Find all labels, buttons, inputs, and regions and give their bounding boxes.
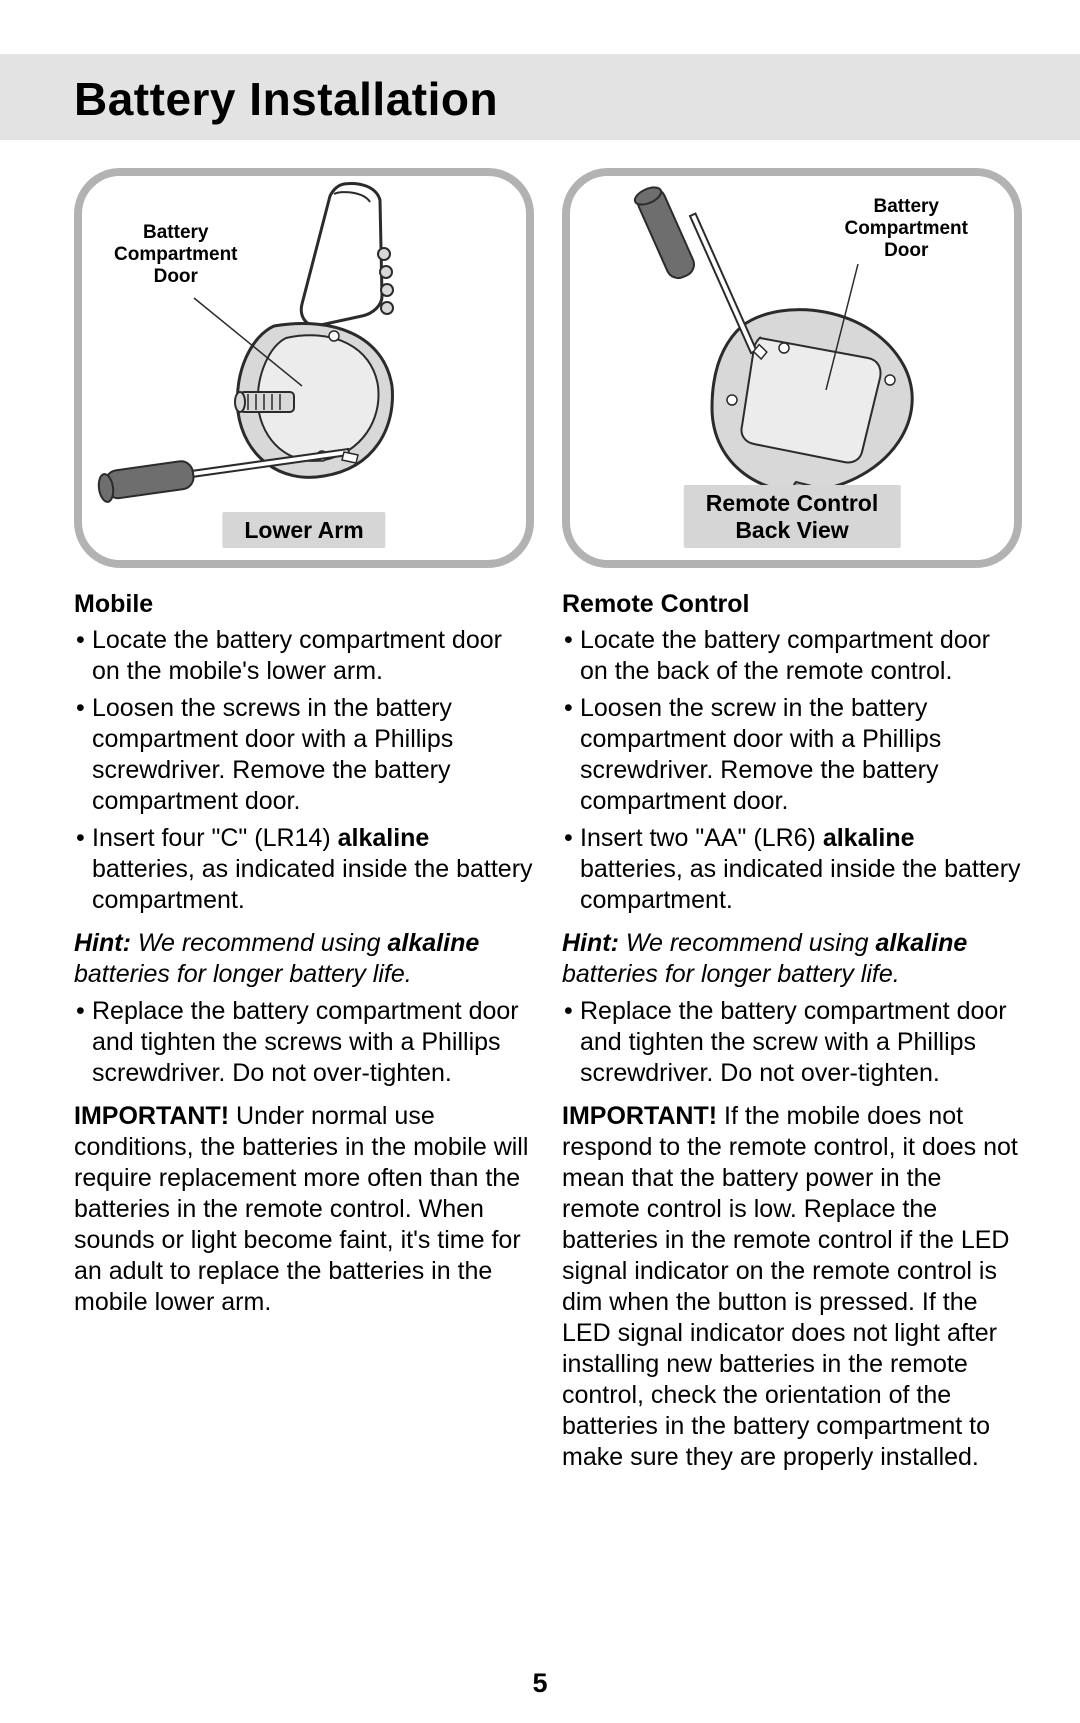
list-item: Loosen the screws in the battery compart… [74,693,534,817]
content-columns: BatteryCompartmentDoor Lower Arm Mobile … [0,140,1080,1473]
heading-remote: Remote Control [562,590,1022,619]
callout-battery-door-right: BatteryCompartmentDoor [844,196,968,262]
mobile-bullets-2: Replace the battery compartment door and… [74,996,534,1095]
right-column: BatteryCompartmentDoor Remote ControlBac… [562,168,1022,1473]
list-item: Locate the battery compartment door on t… [74,625,534,687]
left-column: BatteryCompartmentDoor Lower Arm Mobile … [74,168,534,1473]
figure-caption-lower-arm: Lower Arm [222,512,385,548]
figure-lower-arm: BatteryCompartmentDoor Lower Arm [74,168,534,568]
callout-battery-door-left: BatteryCompartmentDoor [114,222,238,288]
figure-caption-remote: Remote ControlBack View [684,485,901,548]
remote-hint: Hint: We recommend using alkaline batter… [562,928,1022,990]
remote-important: IMPORTANT! If the mobile does not respon… [562,1101,1022,1473]
list-item: Loosen the screw in the battery compartm… [562,693,1022,817]
page-title: Battery Installation [74,72,1080,126]
list-item: Insert four "C" (LR14) alkaline batterie… [74,823,534,916]
mobile-important: IMPORTANT! Under normal use conditions, … [74,1101,534,1318]
remote-bullets-1: Locate the battery compartment door on t… [562,625,1022,922]
list-item: Insert two "AA" (LR6) alkaline batteries… [562,823,1022,916]
list-item: Replace the battery compartment door and… [74,996,534,1089]
list-item: Replace the battery compartment door and… [562,996,1022,1089]
page-number: 5 [0,1668,1080,1699]
remote-bullets-2: Replace the battery compartment door and… [562,996,1022,1095]
heading-mobile: Mobile [74,590,534,619]
title-bar: Battery Installation [0,54,1080,140]
list-item: Locate the battery compartment door on t… [562,625,1022,687]
figure-remote-control: BatteryCompartmentDoor Remote ControlBac… [562,168,1022,568]
mobile-bullets-1: Locate the battery compartment door on t… [74,625,534,922]
mobile-hint: Hint: We recommend using alkaline batter… [74,928,534,990]
